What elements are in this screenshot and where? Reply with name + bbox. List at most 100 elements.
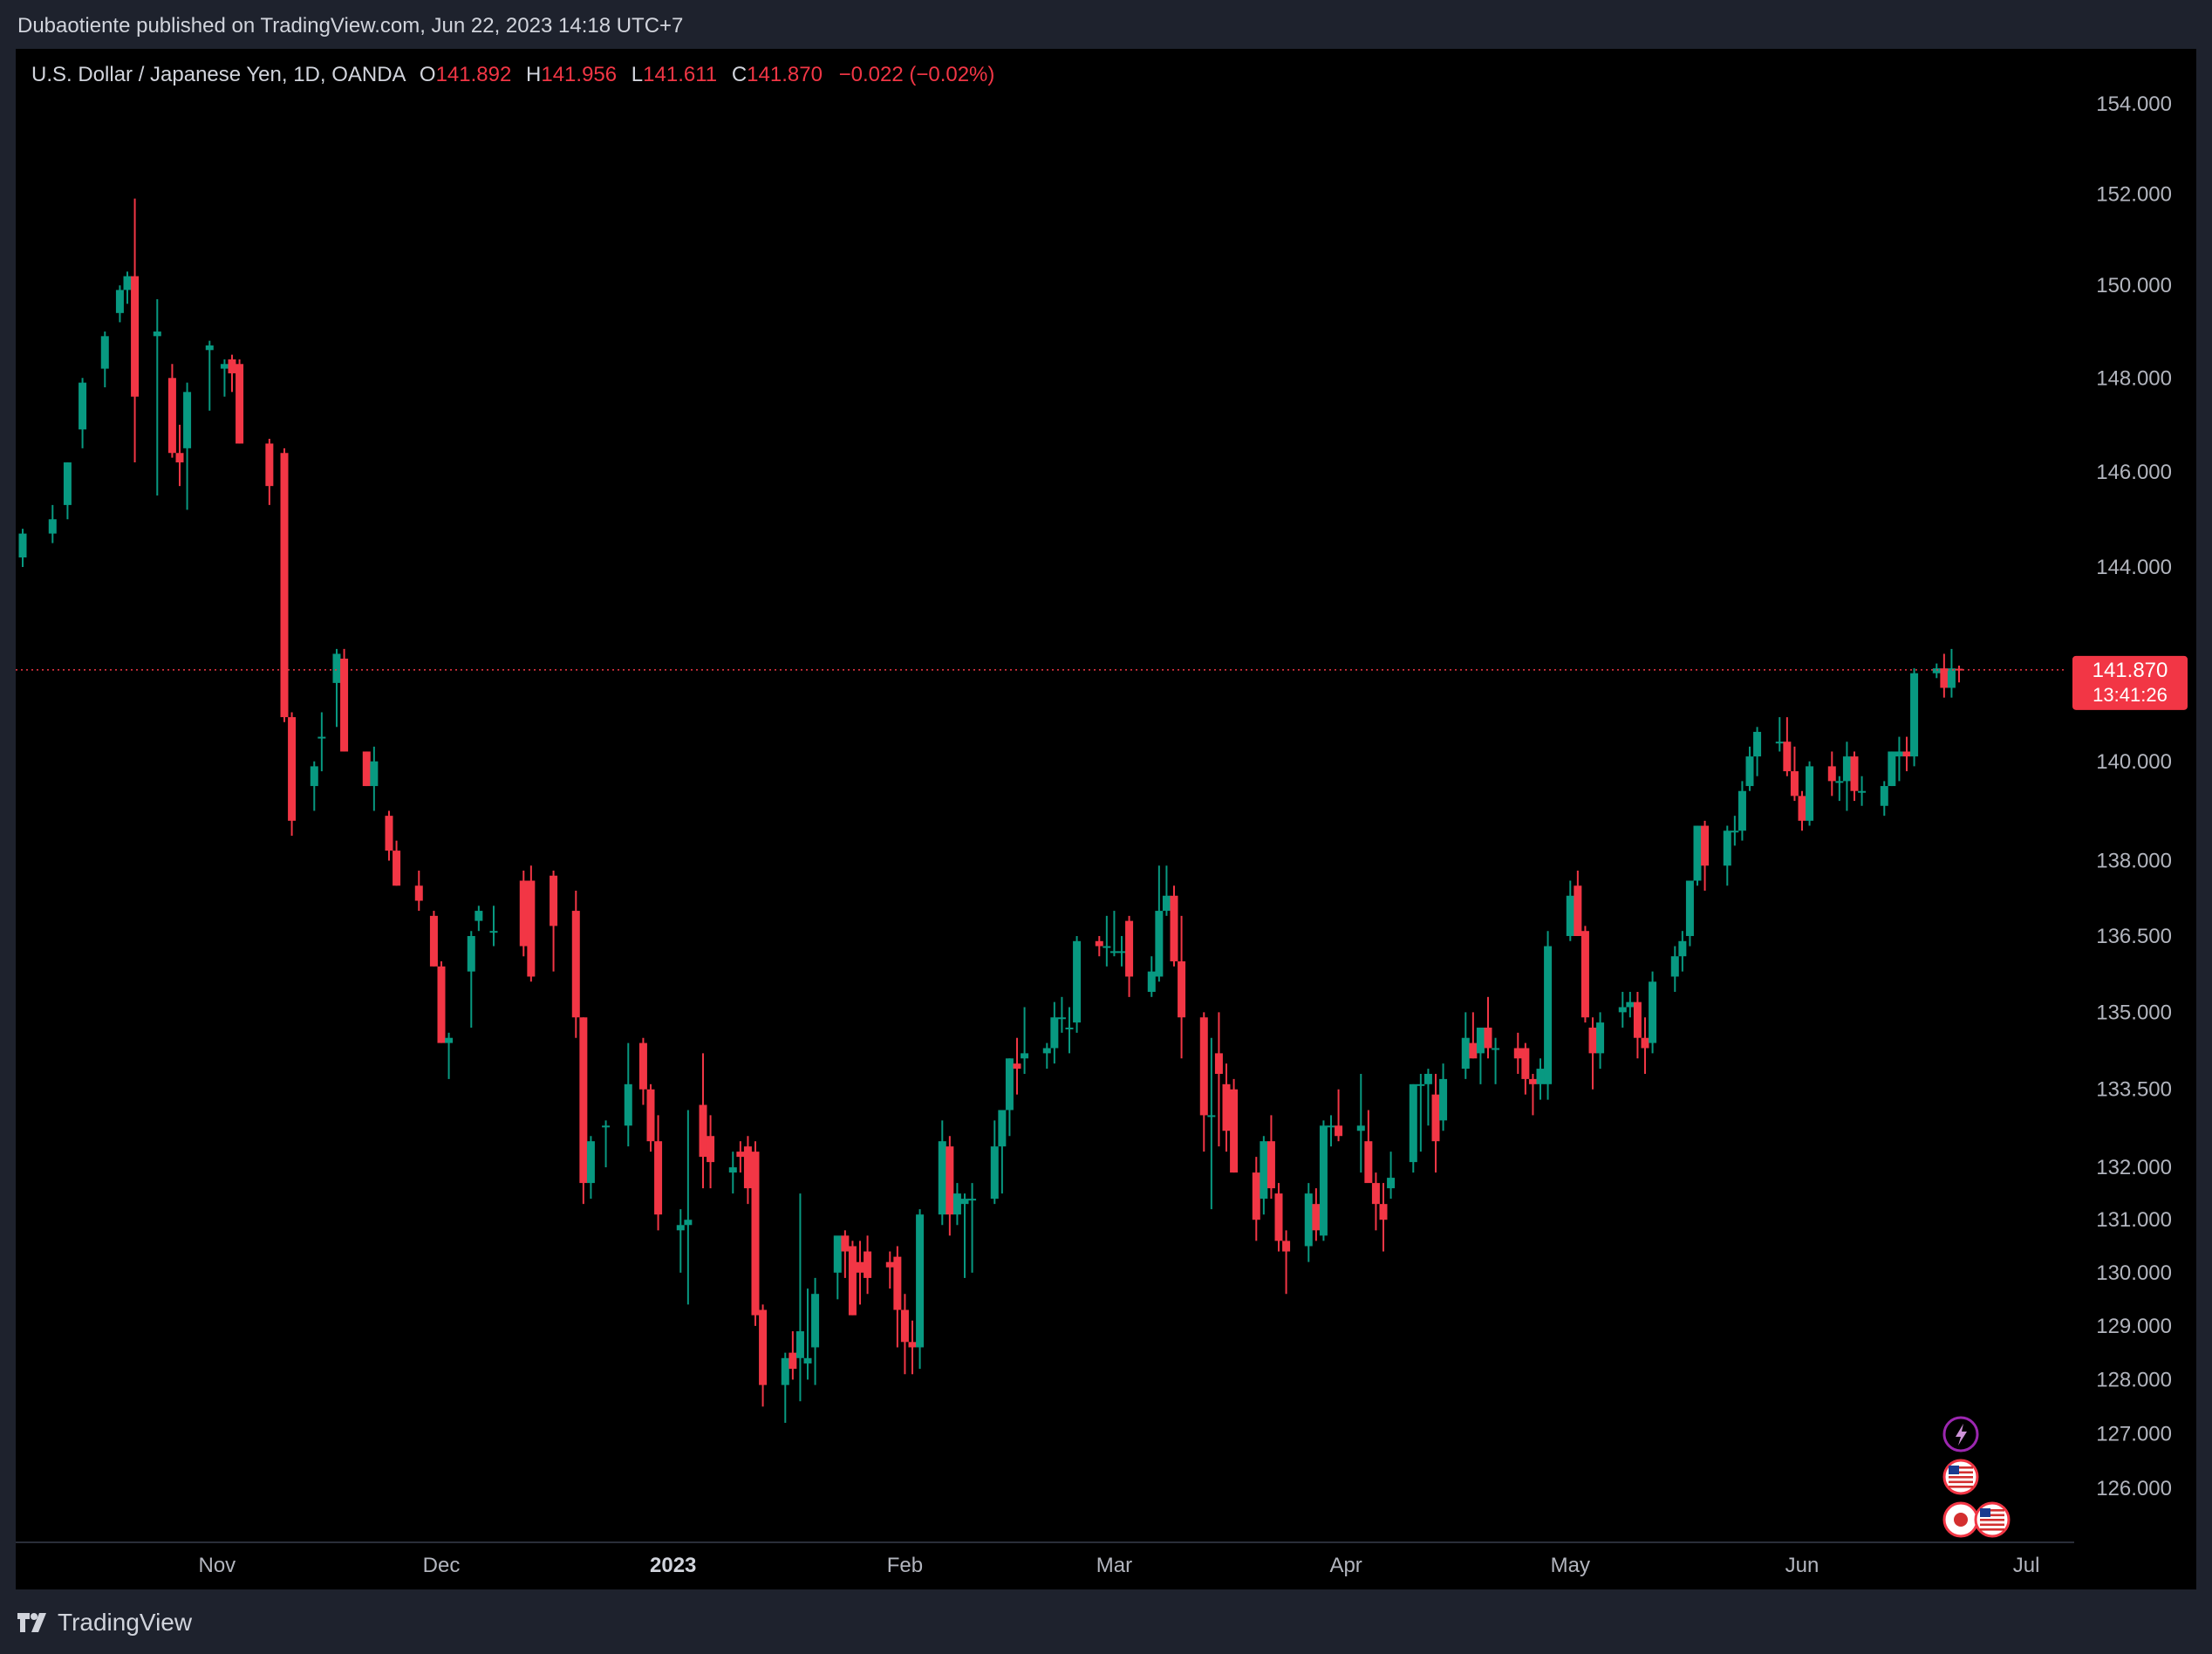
candle-body [833, 1235, 842, 1273]
candle-body [1685, 880, 1694, 936]
candle-body [332, 653, 341, 683]
candle [1252, 1157, 1260, 1241]
candle [1910, 668, 1919, 767]
candle [654, 1115, 663, 1231]
us-flag-icon[interactable] [1942, 1459, 1979, 1495]
candle-body [519, 880, 528, 947]
candle-body [393, 851, 401, 886]
candle [998, 1110, 1007, 1194]
open-value: 141.892 [435, 63, 512, 86]
candle-body [18, 533, 27, 557]
candle [1701, 820, 1710, 892]
candle-body [1312, 1204, 1321, 1231]
candle [1274, 1183, 1283, 1252]
candle-body [205, 345, 214, 351]
candle [916, 1209, 925, 1370]
candle-body [781, 1357, 789, 1385]
time-tick-label: Mar [1096, 1554, 1132, 1577]
candle-body [1693, 825, 1702, 881]
candle-body [638, 1042, 647, 1090]
candlestick-chart[interactable]: 154.000 152.000 150.000 148.000 146.000 144.0… [16, 49, 2196, 1589]
candle [1431, 1073, 1440, 1173]
candle-body [998, 1110, 1007, 1147]
candle-body [968, 1199, 977, 1201]
candle [699, 1053, 707, 1189]
candle [1678, 931, 1687, 972]
candle [579, 1017, 588, 1205]
candle [429, 911, 438, 967]
candle-body [1633, 1001, 1642, 1038]
candle-body [938, 1141, 946, 1215]
lightning-icon[interactable] [1942, 1416, 1979, 1452]
candle [1902, 736, 1911, 772]
candle-body [1536, 1069, 1545, 1084]
candle-body [1940, 668, 1949, 688]
candle [1461, 1012, 1470, 1079]
price-tag-value: 141.870 [2093, 659, 2168, 682]
candle [1850, 751, 1859, 802]
candle [728, 1152, 737, 1194]
candle-body [265, 443, 274, 487]
candle [1842, 742, 1851, 811]
candle-body [228, 359, 236, 373]
candle [885, 1251, 894, 1289]
candle [340, 648, 349, 752]
candle [1940, 653, 1949, 698]
candle [63, 462, 72, 520]
japan-flag-icon[interactable] [1942, 1501, 1979, 1538]
candle [1417, 1073, 1425, 1152]
candle [1880, 781, 1888, 817]
candle-body [1050, 1017, 1059, 1049]
time-tick-label: May [1551, 1554, 1590, 1577]
candle [751, 1141, 760, 1326]
candle-body [1230, 1089, 1239, 1173]
time-tick-label: Dec [423, 1554, 461, 1577]
candle-body [759, 1309, 768, 1385]
candle-body [848, 1246, 857, 1316]
candle-body [362, 751, 371, 787]
candle-body [1678, 940, 1687, 957]
candle [467, 931, 475, 1028]
candle-body [707, 1136, 715, 1163]
candle-body [1618, 1007, 1627, 1013]
price-tick-label: 150.000 [2096, 274, 2172, 297]
candle-body [1409, 1083, 1417, 1163]
candle [1888, 751, 1896, 787]
tradingview-brand[interactable]: TradingView [17, 1609, 192, 1637]
candle [1013, 1037, 1021, 1095]
candle-body [385, 816, 393, 851]
candle-body [1109, 951, 1118, 953]
candle [1955, 666, 1963, 683]
candle-body [1260, 1141, 1268, 1199]
candle [1423, 1069, 1432, 1126]
candle [1895, 736, 1903, 782]
candle-body [1827, 766, 1836, 782]
candle-body [960, 1199, 969, 1205]
candle-body [527, 880, 536, 977]
candle [968, 1183, 977, 1273]
candle-body [1626, 1001, 1635, 1008]
us-flag-icon[interactable] [1974, 1501, 2011, 1538]
candle [153, 298, 161, 496]
candle-body [1095, 940, 1103, 947]
publish-info: Dubaotiente published on TradingView.com… [17, 14, 684, 38]
candle-body [1423, 1073, 1432, 1084]
candle-body [751, 1152, 760, 1316]
candle-body [1850, 756, 1859, 791]
low-value: 141.611 [643, 63, 718, 86]
chart-area[interactable]: 154.000 152.000 150.000 148.000 146.000 144.0… [16, 49, 2196, 1589]
candle [833, 1235, 842, 1300]
event-markers[interactable] [1942, 1416, 2011, 1538]
candle-body [1484, 1027, 1492, 1049]
candle-body [370, 761, 379, 787]
candle-body [167, 378, 176, 454]
price-tick-label: 140.000 [2096, 750, 2172, 774]
candle [811, 1277, 820, 1385]
candle [1947, 648, 1956, 698]
candle [864, 1235, 872, 1295]
candle [676, 1209, 685, 1273]
candle [1214, 1012, 1223, 1147]
candle-body [676, 1225, 685, 1231]
candle-body [1371, 1183, 1380, 1205]
candle [1641, 1017, 1649, 1074]
